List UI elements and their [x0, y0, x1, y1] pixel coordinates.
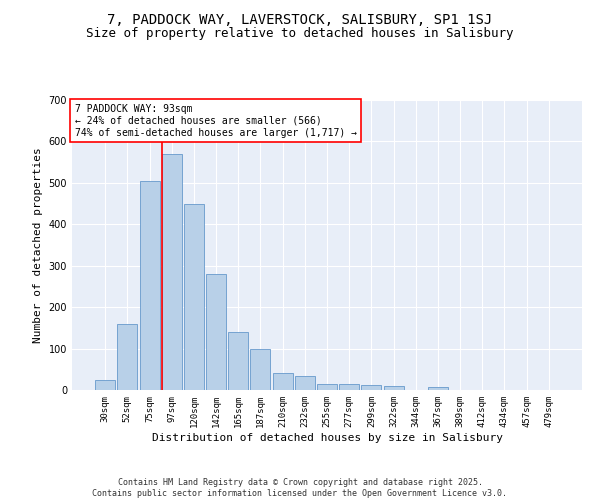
Bar [95, 380, 115, 390]
Text: Contains HM Land Registry data © Crown copyright and database right 2025.
Contai: Contains HM Land Registry data © Crown c… [92, 478, 508, 498]
Bar [118, 324, 137, 390]
X-axis label: Distribution of detached houses by size in Salisbury: Distribution of detached houses by size … [151, 432, 503, 442]
Bar [140, 181, 160, 390]
Bar [272, 374, 293, 390]
Bar [162, 154, 182, 390]
Bar [228, 332, 248, 390]
Bar [295, 376, 315, 390]
Bar [184, 204, 204, 390]
Bar [250, 348, 271, 390]
Bar [383, 386, 404, 390]
Text: 7 PADDOCK WAY: 93sqm
← 24% of detached houses are smaller (566)
74% of semi-deta: 7 PADDOCK WAY: 93sqm ← 24% of detached h… [74, 104, 356, 138]
Bar [206, 274, 226, 390]
Bar [428, 387, 448, 390]
Text: Size of property relative to detached houses in Salisbury: Size of property relative to detached ho… [86, 28, 514, 40]
Bar [339, 384, 359, 390]
Text: 7, PADDOCK WAY, LAVERSTOCK, SALISBURY, SP1 1SJ: 7, PADDOCK WAY, LAVERSTOCK, SALISBURY, S… [107, 12, 493, 26]
Bar [317, 384, 337, 390]
Bar [361, 386, 382, 390]
Y-axis label: Number of detached properties: Number of detached properties [33, 147, 43, 343]
